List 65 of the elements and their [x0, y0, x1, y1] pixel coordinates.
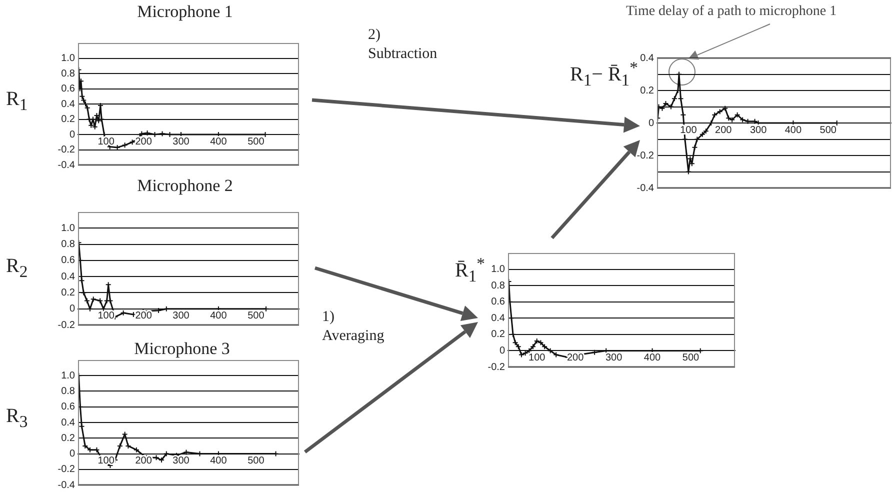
- y-tick-label: 0: [499, 345, 506, 356]
- x-tick-label: 300: [172, 136, 190, 148]
- chart-title: Microphone 2: [137, 176, 233, 196]
- x-tick-label: 400: [210, 136, 228, 148]
- y-tick-label: -0.4: [58, 480, 76, 491]
- y-tick-label: 0.4: [61, 98, 76, 110]
- x-tick-label: 500: [248, 456, 265, 466]
- chart-title: Microphone 3: [134, 339, 230, 359]
- y-axis-title: R$_{1}$: [6, 88, 28, 115]
- y-tick-label: 0: [69, 448, 76, 460]
- y-tick-label: 0.6: [491, 296, 506, 308]
- x-tick-label: 500: [820, 124, 837, 136]
- y-axis-title: R$_{3}$: [6, 405, 28, 432]
- x-tick-label: 400: [210, 456, 228, 466]
- text: 1) Averaging: [322, 308, 384, 346]
- y-tick-label: 1.0: [61, 370, 76, 382]
- y-tick-label: 0: [69, 304, 76, 315]
- y-tick-label: 1.0: [491, 264, 506, 276]
- y-tick-label: 0.2: [640, 85, 654, 96]
- x-tick-label: 100: [528, 352, 546, 364]
- y-tick-label: -0.2: [58, 320, 76, 331]
- y-tick-label: 1.0: [61, 53, 76, 64]
- x-tick-label: 300: [750, 124, 768, 136]
- y-tick-label: -0.4: [636, 182, 654, 194]
- x-tick-label: 300: [172, 310, 190, 322]
- x-tick-label: 200: [135, 310, 152, 322]
- x-tick-label: 500: [248, 136, 265, 148]
- y-tick-label: 0: [69, 129, 76, 140]
- y-tick-label: 0.2: [61, 432, 76, 444]
- x-tick-label: 500: [248, 310, 265, 322]
- x-tick-label: 300: [605, 352, 623, 364]
- y-tick-label: -0.2: [58, 464, 76, 476]
- x-tick-label: 400: [210, 310, 228, 322]
- x-tick-label: 200: [135, 456, 152, 466]
- y-tick-label: 0.6: [61, 84, 76, 94]
- x-tick-label: 200: [135, 136, 152, 148]
- y-tick-label: 0.2: [491, 329, 506, 340]
- x-tick-label: 300: [172, 456, 190, 466]
- x-tick-label: 200: [715, 124, 732, 136]
- y-tick-label: -0.2: [488, 362, 506, 373]
- y-tick-label: 0.4: [640, 52, 654, 64]
- y-tick-label: 0.8: [61, 239, 76, 250]
- chart-title: Microphone 1: [137, 2, 233, 22]
- y-tick-label: 0.8: [491, 280, 506, 292]
- x-tick-label: 500: [682, 352, 700, 364]
- y-axis-title: R$_{2}$: [6, 255, 28, 282]
- y-tick-label: -0.2: [636, 150, 654, 162]
- y-tick-label: 0.4: [491, 312, 506, 324]
- text: 2) Subtraction: [368, 26, 438, 64]
- y-tick-label: 1.0: [61, 222, 76, 234]
- y-tick-label: 0.6: [61, 402, 76, 413]
- y-tick-label: 0.4: [61, 271, 76, 282]
- x-tick-label: 400: [644, 352, 662, 364]
- y-tick-label: 0.8: [61, 68, 76, 80]
- y-tick-label: -0.4: [58, 160, 76, 171]
- x-tick-label: 100: [98, 310, 115, 322]
- y-tick-label: 0.2: [61, 287, 76, 298]
- text: Time delay of a path to microphone 1: [626, 4, 837, 20]
- y-tick-label: 0.6: [61, 255, 76, 266]
- y-tick-label: -0.2: [58, 144, 76, 156]
- y-tick-label: 0.2: [61, 114, 76, 125]
- y-tick-label: 0: [648, 118, 654, 129]
- x-tick-label: 400: [784, 124, 802, 136]
- y-tick-label: 0.4: [61, 417, 76, 428]
- y-tick-label: 0.8: [61, 386, 76, 397]
